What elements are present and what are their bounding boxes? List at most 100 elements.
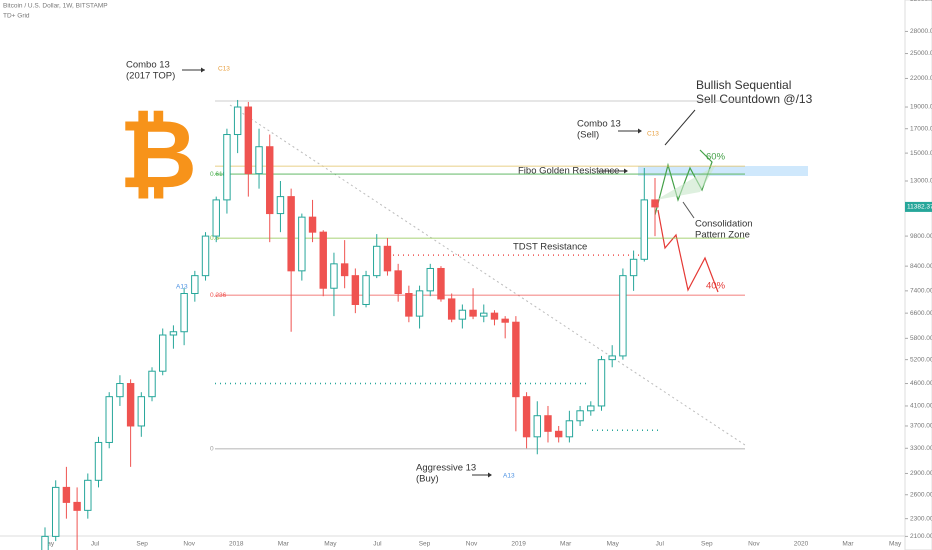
arrow-head bbox=[201, 67, 205, 73]
y-tick-label: 5800.00 bbox=[910, 335, 932, 342]
x-tick-label: 2018 bbox=[229, 541, 244, 548]
x-tick-label: Jul bbox=[373, 541, 382, 548]
x-tick-label: 2019 bbox=[511, 541, 526, 548]
candle-body bbox=[619, 275, 627, 357]
candle-body bbox=[126, 383, 135, 427]
y-tick-label: 6600.00 bbox=[910, 310, 932, 317]
candle-body bbox=[362, 275, 370, 305]
candle-body bbox=[233, 106, 242, 136]
golden-zone bbox=[638, 166, 808, 176]
candle-body bbox=[554, 430, 563, 438]
annotation: 60% bbox=[706, 152, 726, 163]
y-tick-label: 3300.00 bbox=[910, 445, 932, 452]
candle-body bbox=[84, 479, 92, 511]
y-tick-label: 28000.00 bbox=[910, 28, 932, 35]
bear-projection bbox=[657, 209, 719, 293]
annotation: Bullish Sequential bbox=[696, 78, 791, 92]
candle-body bbox=[244, 106, 253, 175]
candle-body bbox=[191, 275, 199, 295]
y-tick-label: 17000.00 bbox=[910, 125, 932, 132]
annotation: (Buy) bbox=[416, 474, 439, 485]
annotation: A13 bbox=[176, 284, 188, 291]
candle-body bbox=[533, 415, 541, 438]
candle-body bbox=[480, 312, 488, 317]
x-tick-label: May bbox=[607, 541, 620, 548]
candle-body bbox=[651, 199, 659, 208]
y-tick-label: 8400.00 bbox=[910, 263, 932, 270]
x-tick-label: Sep bbox=[419, 541, 431, 548]
candle-body bbox=[62, 486, 71, 503]
x-tick-label: Nov bbox=[466, 541, 478, 548]
annotation: 40% bbox=[706, 281, 726, 292]
candle-body bbox=[137, 396, 146, 427]
bull-projection bbox=[654, 149, 713, 216]
candle-body bbox=[169, 331, 178, 336]
candle-body bbox=[51, 486, 60, 537]
candle-body bbox=[383, 245, 392, 272]
candle-body bbox=[469, 309, 477, 317]
y-tick-label: 2100.00 bbox=[910, 533, 932, 540]
chart-title: Bitcoin / U.S. Dollar, 1W, BITSTAMP bbox=[3, 3, 108, 10]
candle-body bbox=[41, 535, 49, 550]
candle-body bbox=[405, 293, 413, 317]
candle-body bbox=[298, 216, 306, 272]
candle-body bbox=[512, 321, 520, 398]
candle-body bbox=[319, 231, 327, 289]
y-tick-label: 22000.00 bbox=[910, 75, 932, 82]
annotation: Sell Countdown @/13 bbox=[696, 92, 813, 106]
candle-body bbox=[180, 293, 188, 333]
arrow-head bbox=[488, 472, 492, 478]
candle-body bbox=[629, 258, 638, 277]
candle-body bbox=[223, 134, 231, 201]
candle-body bbox=[276, 196, 285, 215]
candle-body bbox=[458, 309, 467, 320]
x-tick-label: Nov bbox=[183, 541, 195, 548]
bitcoin-logo: ₿ bbox=[119, 101, 197, 208]
candle-body bbox=[490, 312, 499, 320]
candle-body bbox=[597, 359, 606, 407]
y-tick-label: 19000.00 bbox=[910, 104, 932, 111]
annotation: Combo 13 bbox=[577, 119, 621, 130]
x-tick-label: May bbox=[324, 541, 337, 548]
candle-body bbox=[373, 245, 381, 277]
last-price-box bbox=[905, 201, 932, 212]
y-tick-label: 7400.00 bbox=[910, 288, 932, 295]
fib-label: 0.236 bbox=[210, 292, 227, 299]
y-tick-label: 2300.00 bbox=[910, 515, 932, 522]
annotation: C13 bbox=[218, 66, 230, 73]
y-tick-label: 2900.00 bbox=[910, 470, 932, 477]
y-tick-label: 9800.00 bbox=[910, 233, 932, 240]
y-tick-label: 2600.00 bbox=[910, 491, 932, 498]
candle-body bbox=[105, 396, 113, 443]
last-price-label: 11382.37 bbox=[907, 204, 932, 211]
arrow bbox=[664, 109, 696, 146]
candle-body bbox=[587, 405, 595, 412]
candle-body bbox=[330, 263, 338, 289]
x-tick-label: Jul bbox=[91, 541, 100, 548]
annotation: C13 bbox=[647, 131, 659, 138]
candle-body bbox=[501, 318, 509, 323]
x-tick-label: Sep bbox=[136, 541, 148, 548]
chart-subtitle: TD+ Grid bbox=[3, 13, 30, 20]
candle-body bbox=[447, 298, 456, 320]
candle-body bbox=[576, 410, 584, 422]
candle-body bbox=[266, 146, 274, 215]
annotation: Aggressive 13 bbox=[416, 463, 476, 474]
annotation: Combo 13 bbox=[126, 60, 170, 71]
candle-body bbox=[351, 275, 360, 305]
candle-body bbox=[287, 196, 295, 272]
candle-body bbox=[212, 199, 220, 237]
candle-body bbox=[437, 267, 445, 300]
x-tick-label: Mar bbox=[278, 541, 290, 548]
annotation: A13 bbox=[503, 473, 515, 480]
candle-body bbox=[94, 441, 103, 481]
y-tick-label: 15000.00 bbox=[910, 150, 932, 157]
annotation: Consolidation bbox=[695, 219, 753, 230]
x-tick-label: Jul bbox=[656, 541, 665, 548]
candle-body bbox=[340, 263, 349, 277]
candle-body bbox=[394, 270, 402, 295]
x-tick-label: Mar bbox=[560, 541, 572, 548]
candle-body bbox=[608, 355, 616, 361]
